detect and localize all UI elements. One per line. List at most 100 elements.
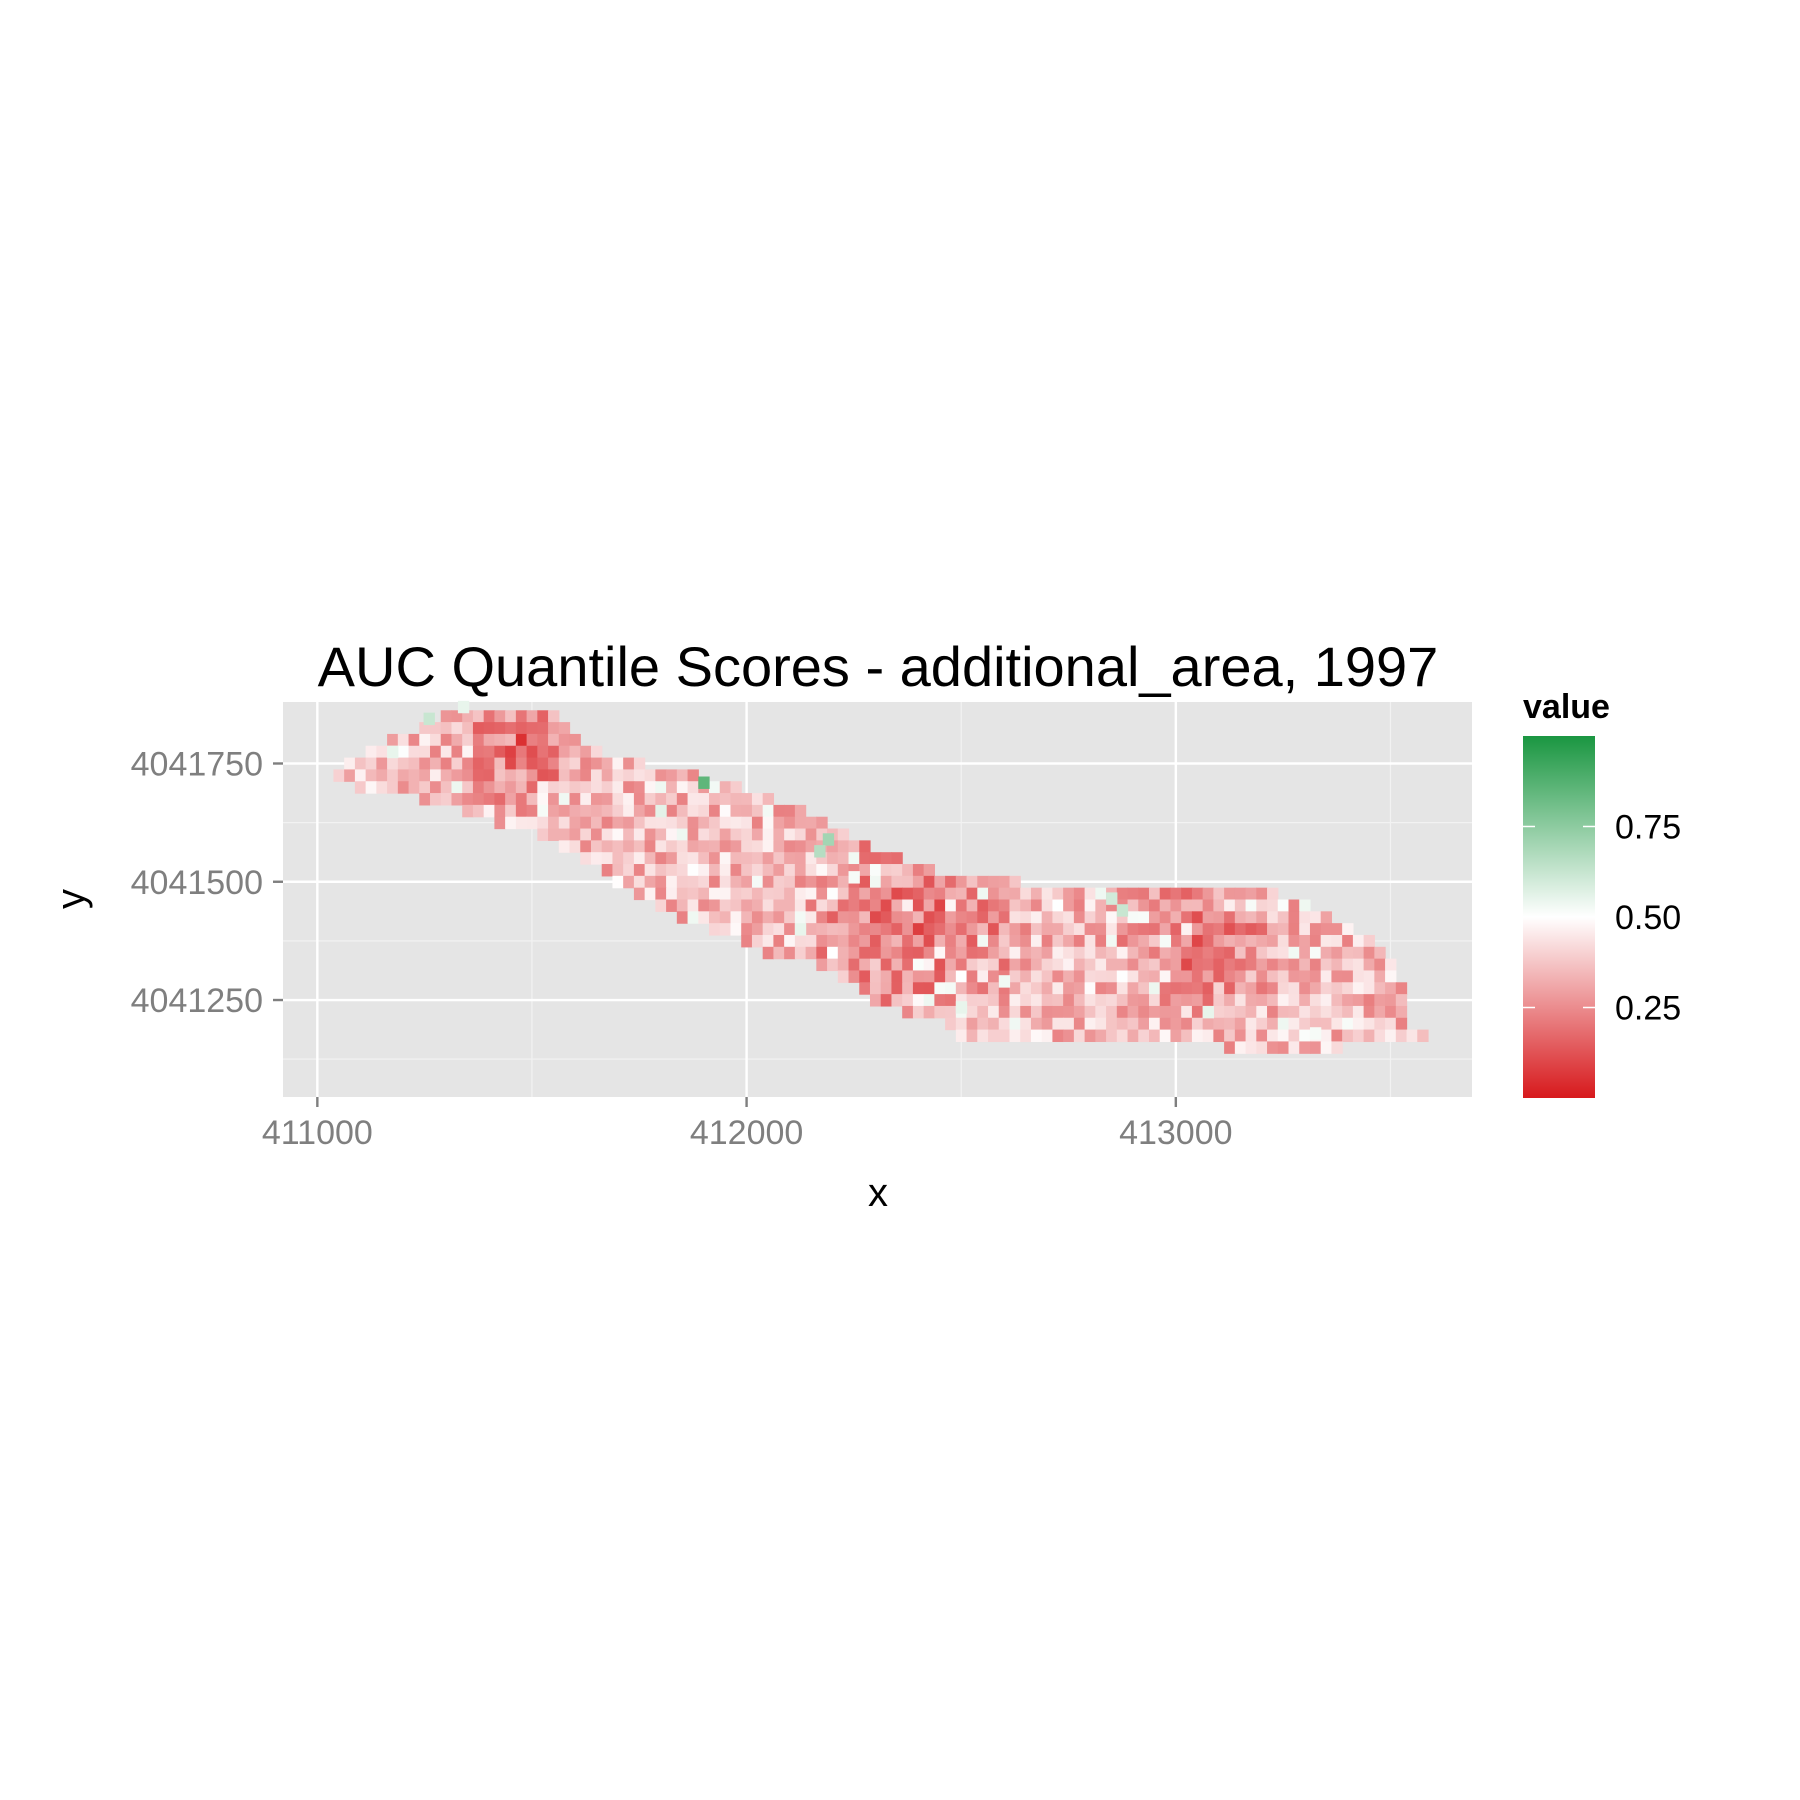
heatmap-cell bbox=[1138, 899, 1150, 912]
heatmap-cell bbox=[612, 793, 624, 806]
heatmap-cell bbox=[451, 781, 463, 794]
heatmap-cell bbox=[923, 946, 935, 960]
heatmap-cell bbox=[966, 970, 978, 983]
heatmap-cell bbox=[676, 793, 689, 806]
heatmap-cell bbox=[1202, 1029, 1214, 1043]
heatmap-cell bbox=[1299, 934, 1311, 948]
heatmap-cell bbox=[676, 887, 689, 901]
heatmap-cell bbox=[1309, 1005, 1322, 1019]
heatmap-cell bbox=[558, 722, 571, 735]
heatmap-cell bbox=[1267, 982, 1279, 995]
heatmap-cell bbox=[1030, 994, 1043, 1007]
heatmap-cell bbox=[955, 994, 968, 1007]
heatmap-cell bbox=[1288, 958, 1300, 972]
heatmap-cell bbox=[1277, 982, 1290, 995]
heatmap-cell bbox=[676, 911, 689, 924]
heatmap-cell bbox=[1181, 911, 1193, 924]
heatmap-cell bbox=[891, 887, 903, 901]
heatmap-cell bbox=[912, 875, 925, 889]
heatmap-cell bbox=[923, 958, 935, 972]
heatmap-cell bbox=[784, 864, 796, 877]
heatmap-cell bbox=[1267, 1005, 1279, 1019]
heatmap-cell bbox=[1106, 994, 1118, 1007]
heatmap-cell bbox=[1095, 994, 1107, 1007]
heatmap-cell bbox=[623, 757, 635, 771]
heatmap-cell bbox=[784, 816, 796, 830]
heatmap-cell bbox=[1041, 899, 1054, 912]
heatmap-cell bbox=[859, 864, 871, 877]
heatmap-cell bbox=[1030, 923, 1043, 936]
heatmap-cell bbox=[1159, 994, 1172, 1007]
heatmap-cell bbox=[966, 994, 978, 1007]
heatmap-cell bbox=[494, 816, 506, 830]
heatmap-cell bbox=[666, 899, 678, 912]
heatmap-cell bbox=[462, 757, 474, 771]
heatmap-cell bbox=[1267, 1041, 1279, 1054]
heatmap-cell bbox=[633, 804, 646, 818]
heatmap-cell bbox=[751, 804, 764, 818]
heatmap-cell bbox=[365, 769, 377, 782]
heatmap-cell bbox=[1127, 887, 1139, 901]
heatmap-cell bbox=[1277, 923, 1290, 936]
heatmap-cell bbox=[569, 733, 581, 747]
heatmap-cell bbox=[880, 946, 893, 960]
heatmap-cell bbox=[1170, 958, 1182, 972]
heatmap-cell bbox=[880, 875, 893, 889]
heatmap-cell bbox=[483, 733, 496, 747]
heatmap-cell bbox=[816, 911, 828, 924]
heatmap-cell bbox=[569, 840, 581, 853]
heatmap-cell bbox=[1148, 923, 1161, 936]
heatmap-cell bbox=[848, 958, 860, 972]
heatmap-cell bbox=[1009, 994, 1021, 1007]
heatmap-cell bbox=[848, 946, 860, 960]
heatmap-cell bbox=[1342, 970, 1354, 983]
heatmap-cell bbox=[1234, 923, 1247, 936]
heatmap-cell bbox=[773, 887, 785, 901]
heatmap-cell bbox=[558, 745, 571, 759]
heatmap-cell bbox=[751, 899, 764, 912]
heatmap-cell bbox=[719, 864, 732, 877]
heatmap-cell bbox=[1191, 934, 1204, 948]
heatmap-cell bbox=[548, 804, 560, 818]
heatmap-cell bbox=[869, 982, 882, 995]
heatmap-cell bbox=[354, 769, 367, 782]
heatmap-cell bbox=[891, 899, 903, 912]
heatmap-cell bbox=[741, 887, 753, 901]
heatmap-cell bbox=[869, 923, 882, 936]
heatmap-cell bbox=[1224, 1029, 1236, 1043]
heatmap-cell bbox=[1020, 1029, 1032, 1043]
heatmap-cell bbox=[376, 745, 388, 759]
heatmap-cell bbox=[1245, 899, 1257, 912]
heatmap-cell bbox=[590, 757, 603, 771]
heatmap-cell bbox=[1106, 1005, 1118, 1019]
heatmap-cell bbox=[730, 828, 742, 841]
heatmap-cell bbox=[988, 875, 1000, 889]
heatmap-cell bbox=[773, 946, 785, 960]
heatmap-cell bbox=[548, 710, 560, 723]
heatmap-cell bbox=[1138, 982, 1150, 995]
heatmap-cell bbox=[784, 946, 796, 960]
heatmap-cell bbox=[548, 781, 560, 794]
heatmap-cell bbox=[1213, 911, 1225, 924]
heatmap-cell bbox=[1277, 1005, 1290, 1019]
heatmap-cell bbox=[880, 923, 893, 936]
heatmap-cell bbox=[451, 733, 463, 747]
heatmap-cell bbox=[773, 828, 785, 841]
heatmap-cell bbox=[1267, 934, 1279, 948]
heatmap-cell bbox=[902, 982, 914, 995]
heatmap-cell bbox=[1342, 934, 1354, 948]
heatmap-cell bbox=[1084, 934, 1096, 948]
heatmap-cell bbox=[655, 840, 667, 853]
heatmap-cell bbox=[709, 804, 721, 818]
heatmap-cell bbox=[730, 899, 742, 912]
heatmap-cell bbox=[1256, 923, 1268, 936]
heatmap-cell bbox=[1052, 887, 1064, 901]
heatmap-cell bbox=[623, 840, 635, 853]
heatmap-cell bbox=[805, 899, 817, 912]
heatmap-cell bbox=[1299, 923, 1311, 936]
heatmap-cell bbox=[1309, 1041, 1322, 1054]
heatmap-cell bbox=[816, 934, 828, 948]
heatmap-cell bbox=[1277, 958, 1290, 972]
heatmap-cell bbox=[912, 994, 925, 1007]
